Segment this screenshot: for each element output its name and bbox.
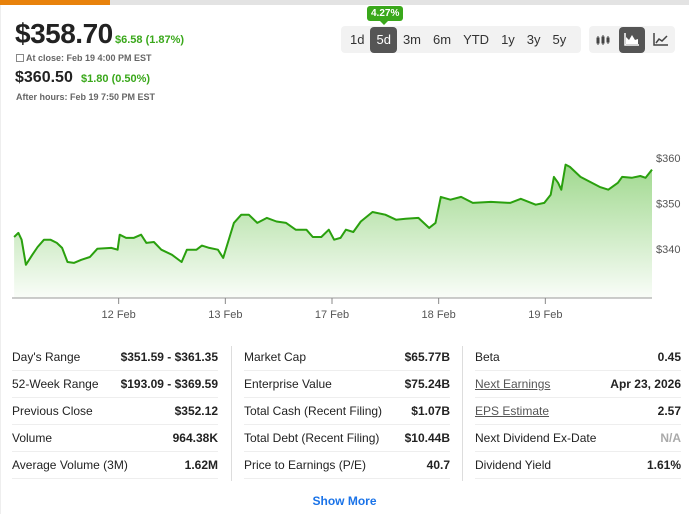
panel-edge	[0, 5, 1, 514]
x-tick-label: 19 Feb	[528, 309, 562, 321]
stat-label: Volume	[12, 431, 53, 445]
stat-label: Beta	[475, 350, 500, 364]
stat-value: 1.61%	[646, 458, 681, 472]
stats-column-3: Beta 0.45 Next Earnings Apr 23, 2026 EPS Est…	[475, 344, 681, 479]
x-tick-label: 17 Feb	[315, 309, 349, 321]
close-note: At close: Feb 19 4:00 PM EST	[16, 53, 152, 63]
column-divider	[462, 346, 463, 481]
stat-label: Total Debt (Recent Filing)	[244, 431, 380, 445]
stat-row: Enterprise Value $75.24B	[244, 371, 450, 398]
stat-value: 964.38K	[172, 431, 218, 445]
period-change-badge: 4.27%	[367, 6, 404, 25]
range-1y[interactable]: 1y	[501, 31, 515, 47]
x-tick-label: 13 Feb	[208, 309, 242, 321]
y-tick-label: $360	[656, 153, 680, 165]
stat-label: Price to Earnings (P/E)	[244, 458, 367, 472]
stat-label: Enterprise Value	[244, 377, 332, 391]
range-3y[interactable]: 3y	[526, 31, 541, 47]
stat-row: Average Volume (3M) 1.62M	[12, 452, 218, 479]
area-chart-icon[interactable]	[618, 26, 645, 53]
stat-value: $352.12	[174, 404, 218, 418]
current-price: $358.70	[15, 18, 113, 49]
stat-row: Beta 0.45	[475, 344, 681, 371]
stat-value: N/A	[660, 431, 681, 445]
line-chart-icon[interactable]	[648, 27, 674, 53]
stat-label: Total Cash (Recent Filing)	[244, 404, 383, 418]
range-3m[interactable]: 3m	[402, 31, 421, 47]
loading-bar-fill	[0, 0, 110, 5]
stat-value: $10.44B	[404, 431, 450, 445]
stat-label[interactable]: EPS Estimate	[475, 404, 550, 418]
stat-row: Market Cap $65.77B	[244, 344, 450, 371]
candlestick-icon[interactable]	[590, 27, 616, 53]
x-tick-label: 18 Feb	[422, 309, 456, 321]
price-line	[13, 163, 653, 266]
stat-value: Apr 23, 2026	[610, 377, 681, 391]
range-6m[interactable]: 6m	[433, 31, 452, 47]
stat-row: Next Dividend Ex-Date N/A	[475, 425, 681, 452]
stat-row: EPS Estimate 2.57	[475, 398, 681, 425]
loading-bar	[0, 0, 689, 5]
range-selector: 1d 5d 3m 6m YTD 1y 3y 5y	[341, 26, 581, 53]
stat-row: Total Debt (Recent Filing) $10.44B	[244, 425, 450, 452]
show-more-link[interactable]: Show More	[312, 494, 377, 508]
chart-type-selector	[589, 26, 675, 53]
close-note-text: At close: Feb 19 4:00 PM EST	[26, 53, 152, 63]
stats-column-1: Day's Range $351.59 - $361.35 52-Week Rang…	[12, 344, 218, 479]
stat-row: Price to Earnings (P/E) 40.7	[244, 452, 450, 479]
stat-label: Dividend Yield	[475, 458, 552, 472]
stat-row: Day's Range $351.59 - $361.35	[12, 344, 218, 371]
stat-label: Market Cap	[244, 350, 307, 364]
after-hours-note: After hours: Feb 19 7:50 PM EST	[16, 92, 156, 102]
stat-row: Total Cash (Recent Filing) $1.07B	[244, 398, 450, 425]
range-1d[interactable]: 1d	[350, 31, 365, 47]
stat-value: 0.45	[657, 350, 681, 364]
stat-label: 52-Week Range	[12, 377, 99, 391]
stat-value: 1.62M	[184, 458, 218, 472]
stats-column-2: Market Cap $65.77B Enterprise Value $75.24B…	[244, 344, 450, 479]
stat-row: Previous Close $352.12	[12, 398, 218, 425]
stat-value: $65.77B	[404, 350, 450, 364]
stat-label: Average Volume (3M)	[12, 458, 128, 472]
price-chart[interactable]: 12 Feb 13 Feb 17 Feb 18 Feb 19 Feb $360 $350 $3…	[0, 110, 689, 330]
y-tick-label: $350	[656, 198, 680, 210]
stat-label: Next Dividend Ex-Date	[475, 431, 597, 445]
stat-value: $1.07B	[411, 404, 450, 418]
stat-row: Next Earnings Apr 23, 2026	[475, 371, 681, 398]
range-5d[interactable]: 5d	[370, 26, 397, 53]
stat-row: Dividend Yield 1.61%	[475, 452, 681, 479]
stat-row: 52-Week Range $193.09 - $369.59	[12, 371, 218, 398]
stat-value: $351.59 - $361.35	[120, 350, 218, 364]
stat-label[interactable]: Next Earnings	[475, 377, 551, 391]
stat-value: $193.09 - $369.59	[120, 377, 218, 391]
column-divider	[231, 346, 232, 481]
stat-row: Volume 964.38K	[12, 425, 218, 452]
range-5y[interactable]: 5y	[552, 31, 567, 47]
after-hours-change: $1.80 (0.50%)	[81, 73, 151, 85]
price-change: $6.58 (1.87%)	[115, 34, 185, 46]
stat-value: 40.7	[426, 458, 450, 472]
range-ytd[interactable]: YTD	[463, 31, 490, 47]
stat-label: Day's Range	[12, 350, 81, 364]
y-tick-label: $340	[656, 244, 680, 256]
stat-value: $75.24B	[404, 377, 450, 391]
x-tick-label: 12 Feb	[102, 309, 136, 321]
price-area	[14, 164, 653, 298]
after-hours-price: $360.50	[15, 69, 73, 86]
calendar-icon	[16, 54, 24, 62]
stat-label: Previous Close	[12, 404, 93, 418]
stat-value: 2.57	[657, 404, 681, 418]
